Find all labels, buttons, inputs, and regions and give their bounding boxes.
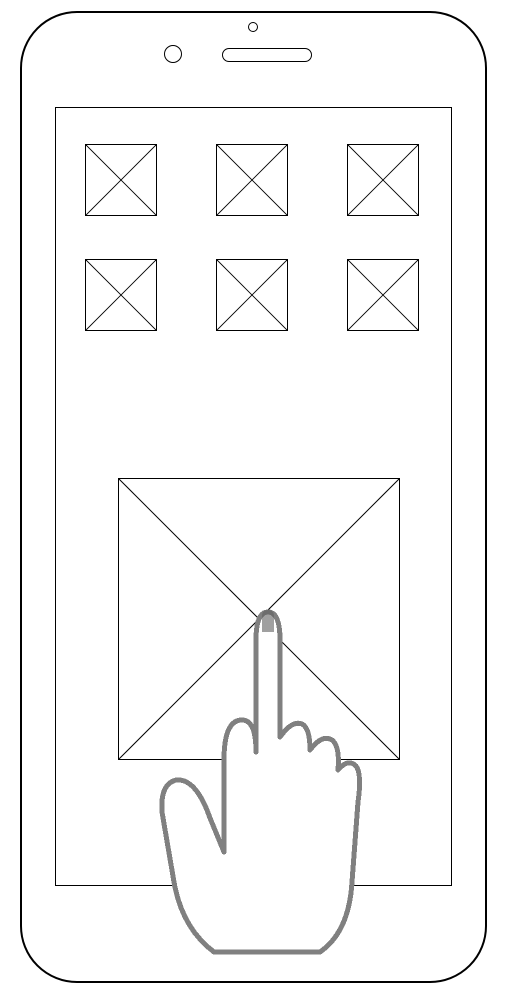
app-icon-placeholder[interactable]	[216, 259, 288, 331]
app-icon-placeholder[interactable]	[347, 259, 419, 331]
proximity-sensor-icon	[248, 22, 258, 32]
app-icon-placeholder[interactable]	[85, 259, 157, 331]
x-icon	[86, 145, 156, 215]
enlarged-app-icon-placeholder[interactable]	[118, 478, 400, 760]
speaker-grill-icon	[222, 48, 312, 62]
app-icon-placeholder[interactable]	[85, 144, 157, 216]
front-camera-icon	[164, 45, 182, 63]
x-icon	[348, 260, 418, 330]
app-icon-placeholder[interactable]	[216, 144, 288, 216]
app-icon-placeholder[interactable]	[347, 144, 419, 216]
x-icon	[217, 145, 287, 215]
x-icon	[86, 260, 156, 330]
x-icon	[119, 479, 399, 759]
x-icon	[217, 260, 287, 330]
x-icon	[348, 145, 418, 215]
